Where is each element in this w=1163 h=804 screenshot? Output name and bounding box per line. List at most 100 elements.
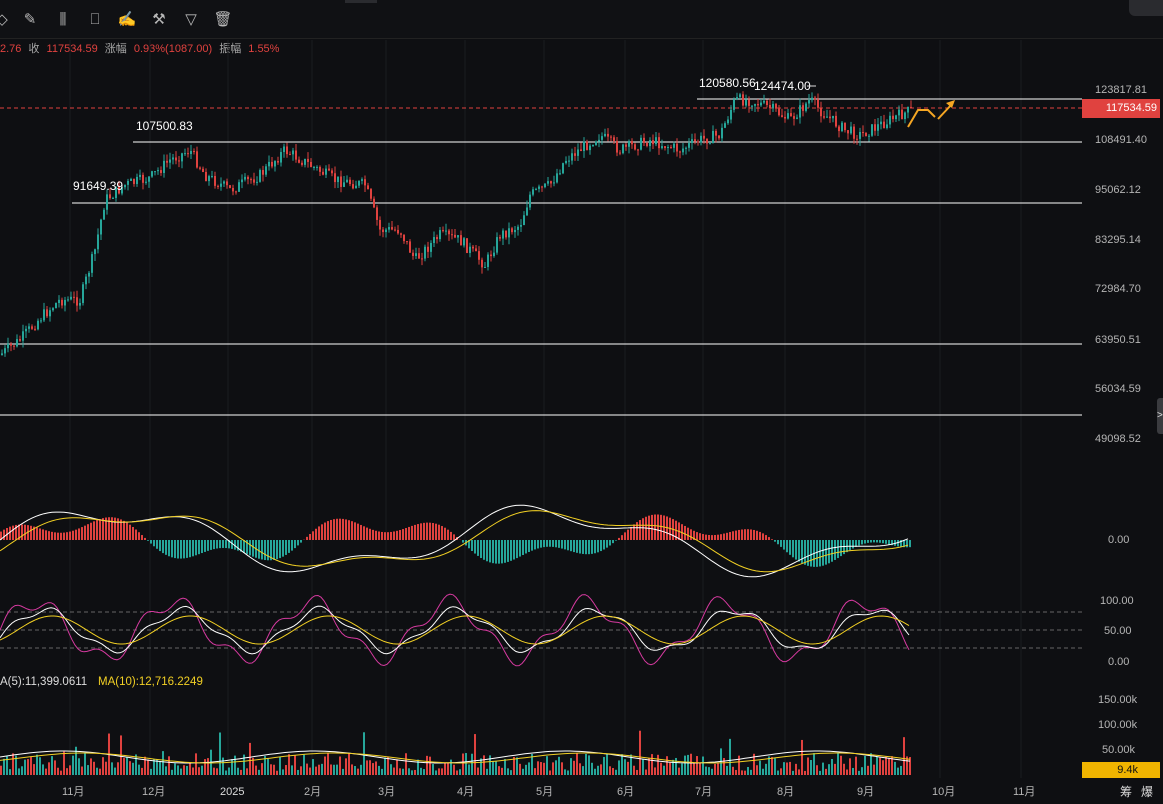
candle-body bbox=[169, 159, 171, 163]
macd-bar bbox=[597, 540, 599, 553]
window-corner-button[interactable] bbox=[1129, 0, 1163, 16]
macd-bar bbox=[360, 524, 362, 540]
candle-body bbox=[655, 137, 657, 145]
volume-bar bbox=[594, 768, 596, 775]
macd-bar bbox=[537, 540, 539, 549]
volume-bar bbox=[777, 770, 779, 775]
candle-body bbox=[28, 326, 30, 329]
volume-bar bbox=[228, 767, 230, 775]
volume-bar bbox=[132, 762, 134, 775]
macd-bar bbox=[483, 540, 485, 560]
kdj-tick: 50.00 bbox=[1104, 625, 1132, 637]
candle-body bbox=[583, 141, 585, 152]
price-tick: 83295.14 bbox=[1095, 234, 1141, 246]
volume-bar bbox=[678, 767, 680, 775]
volume-bar bbox=[111, 762, 113, 775]
macd-bar bbox=[417, 524, 419, 540]
volume-bar bbox=[327, 753, 329, 775]
candle-body bbox=[106, 194, 108, 210]
chart-grid bbox=[69, 40, 1022, 778]
chip-button[interactable]: 筹 bbox=[1120, 785, 1133, 799]
volume-bar bbox=[342, 768, 344, 775]
candle-body bbox=[310, 161, 312, 167]
volume-bar bbox=[516, 757, 518, 775]
candle-body bbox=[64, 299, 66, 306]
time-tick: 10月 bbox=[932, 786, 955, 798]
macd-bar bbox=[135, 529, 137, 540]
candle-body bbox=[322, 171, 324, 175]
macd-bar bbox=[843, 540, 845, 555]
note-edit-icon[interactable]: ✍ bbox=[117, 11, 137, 28]
macd-axis: 0.00 bbox=[1108, 534, 1129, 546]
volume-bar bbox=[78, 758, 80, 775]
macd-bar bbox=[270, 540, 272, 561]
volume-bar bbox=[588, 755, 590, 775]
candle-body bbox=[208, 176, 210, 182]
candle-body bbox=[37, 320, 39, 330]
candle-body bbox=[499, 237, 501, 239]
volume-bar bbox=[846, 769, 848, 775]
candle-body bbox=[628, 141, 630, 147]
candle-body bbox=[67, 299, 69, 301]
macd-bar bbox=[339, 518, 341, 540]
volume-bar bbox=[378, 765, 380, 775]
volume-bar bbox=[105, 761, 107, 775]
time-tick: 5月 bbox=[536, 786, 553, 798]
candle-body bbox=[304, 158, 306, 165]
candles-icon[interactable]: ⫼ bbox=[59, 11, 67, 28]
volume-bar bbox=[198, 767, 200, 775]
side-panel-handle[interactable]: > bbox=[1157, 398, 1163, 434]
volume-bar bbox=[66, 768, 68, 775]
volume-bar bbox=[450, 759, 452, 775]
candle-body bbox=[82, 284, 84, 303]
macd-bar bbox=[12, 525, 14, 540]
trash-icon[interactable]: 🗑 bbox=[213, 11, 233, 28]
volume-bar bbox=[285, 765, 287, 775]
pencil-icon[interactable]: ✎ bbox=[23, 11, 37, 28]
macd-bar bbox=[879, 540, 881, 543]
filter-icon[interactable]: ▽ bbox=[185, 11, 197, 28]
macd-bar bbox=[288, 540, 290, 553]
candle-body bbox=[535, 188, 537, 190]
cursor-icon[interactable]: ◇ bbox=[0, 11, 8, 28]
candle-body bbox=[286, 146, 288, 155]
macd-bar bbox=[309, 534, 311, 540]
volume-bar bbox=[300, 766, 302, 775]
candle-body bbox=[298, 159, 300, 163]
volume-bar bbox=[39, 757, 41, 775]
candle-body bbox=[160, 170, 162, 173]
candle-body bbox=[847, 130, 849, 134]
volume-bar bbox=[831, 758, 833, 775]
close-label: 收 bbox=[28, 43, 40, 55]
wrench-icon[interactable]: ⚒ bbox=[152, 11, 166, 28]
candle-body bbox=[367, 185, 369, 190]
candle-body bbox=[661, 146, 663, 149]
macd-bar bbox=[93, 521, 95, 540]
candle-body bbox=[46, 309, 48, 317]
kdj-k-line bbox=[0, 605, 910, 655]
volume-bar bbox=[258, 769, 260, 775]
candle-body bbox=[433, 237, 435, 243]
macd-bar bbox=[534, 540, 536, 550]
candle-body bbox=[136, 176, 138, 184]
liquidation-button[interactable]: 爆 bbox=[1141, 785, 1154, 799]
volume-bar bbox=[801, 739, 803, 775]
candle-body bbox=[517, 226, 519, 230]
volume-bar bbox=[57, 767, 59, 775]
time-tick: 11月 bbox=[62, 786, 84, 798]
volume-bar bbox=[90, 758, 92, 775]
macd-bar bbox=[57, 532, 59, 540]
volume-bar bbox=[570, 758, 572, 775]
macd-bar bbox=[765, 535, 767, 540]
volume-bar bbox=[798, 769, 800, 775]
volume-bar bbox=[54, 760, 56, 775]
volume-bar bbox=[318, 764, 320, 775]
macd-bar bbox=[636, 522, 638, 540]
macd-bar bbox=[138, 532, 140, 540]
candle-body bbox=[646, 142, 648, 147]
clipboard-icon[interactable]: ⎕ bbox=[90, 11, 100, 28]
macd-bar bbox=[30, 525, 32, 540]
candle-body bbox=[634, 144, 636, 150]
macd-bar bbox=[189, 540, 191, 558]
